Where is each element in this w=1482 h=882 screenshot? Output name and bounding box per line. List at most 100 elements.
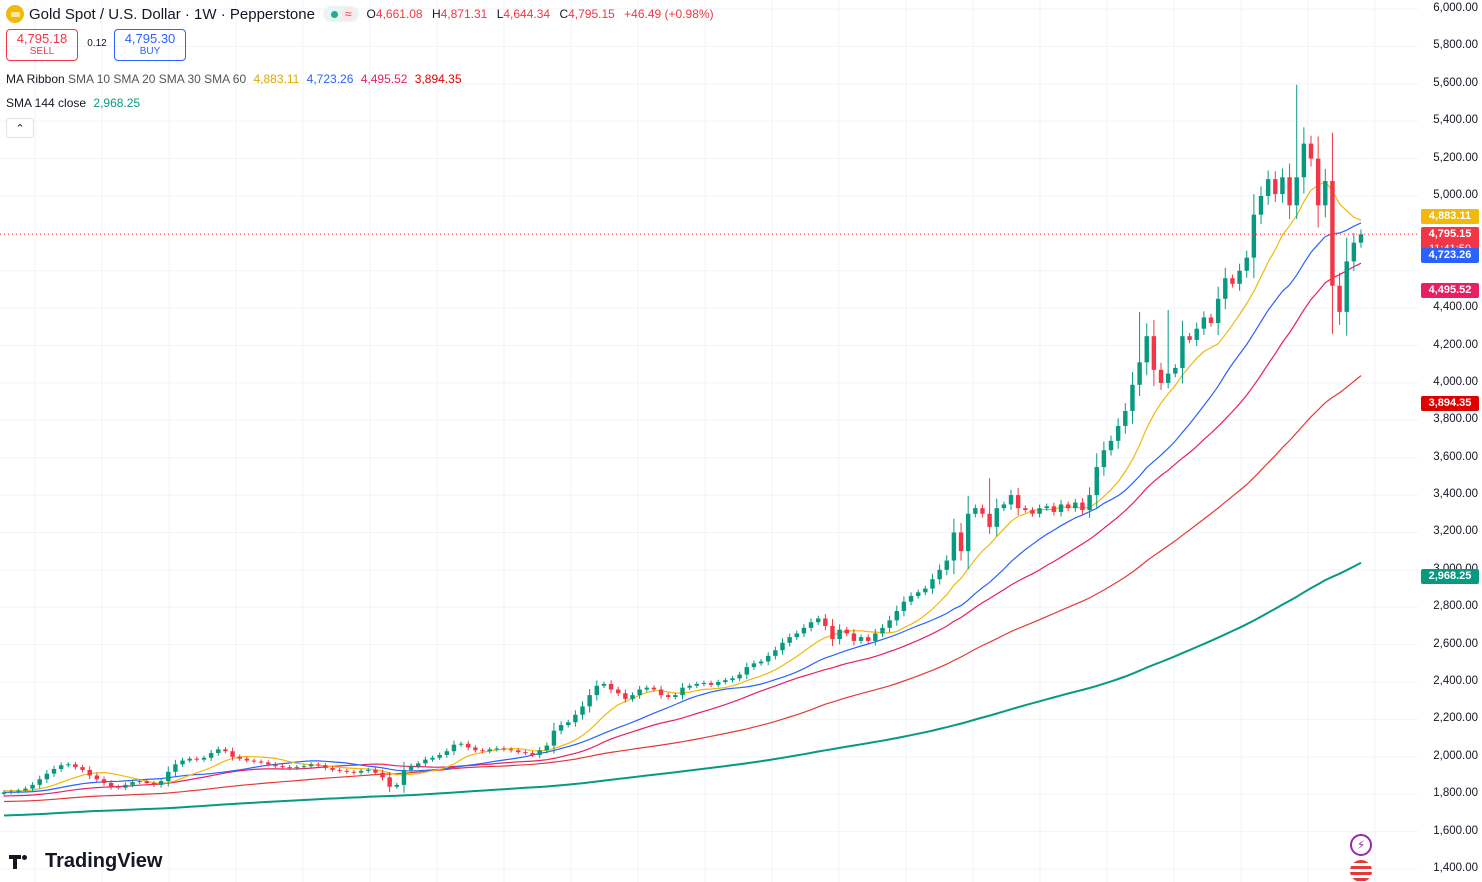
candle-body <box>1237 270 1242 284</box>
candle-body <box>823 618 828 626</box>
price-axis-tick: 2,200.00 <box>1433 712 1478 725</box>
candle-body <box>587 695 592 707</box>
candle-body <box>416 763 421 767</box>
candle-body <box>1330 181 1335 286</box>
candle-body <box>287 767 292 769</box>
price-badge: 2,968.25 <box>1421 568 1479 584</box>
candle-body <box>708 682 714 685</box>
candle-body <box>930 579 935 589</box>
candle-body <box>487 749 492 752</box>
candle-body <box>101 779 107 783</box>
candle-body <box>1308 143 1314 159</box>
candle-body <box>30 784 35 789</box>
candle-body <box>1123 410 1128 426</box>
candle-body <box>94 775 100 780</box>
sma144-legend[interactable]: SMA 144 close 2,968.25 <box>6 96 141 110</box>
candle-body <box>173 764 178 772</box>
candle-body <box>137 781 142 783</box>
candle-body <box>873 633 878 641</box>
ma-ribbon-legend[interactable]: MA Ribbon SMA 10 SMA 20 SMA 30 SMA 60 4,… <box>6 72 462 86</box>
price-badge: 4,883.11 <box>1421 208 1479 224</box>
candle-body <box>1173 367 1178 374</box>
candle-body <box>301 766 307 768</box>
price-axis-tick: 5,000.00 <box>1433 188 1478 201</box>
price-axis-tick: 4,400.00 <box>1433 301 1478 314</box>
candle-body <box>430 757 435 760</box>
candle-body <box>608 683 614 690</box>
candle-body <box>765 655 771 662</box>
buy-button[interactable]: 4,795.30 BUY <box>114 29 186 61</box>
candle-body <box>480 750 485 752</box>
candle-body <box>987 513 992 527</box>
candle-body <box>1301 143 1307 178</box>
us-flag-icon[interactable] <box>1350 860 1372 882</box>
candle-body <box>544 745 550 751</box>
candle-body <box>8 791 14 793</box>
candle-body <box>1030 510 1035 514</box>
candle-body <box>1115 425 1121 441</box>
candle-body <box>266 762 271 765</box>
candle-body <box>1008 495 1014 505</box>
candle-body <box>630 695 635 699</box>
spread-value: 0.12 <box>87 38 107 49</box>
candle-body <box>680 687 685 696</box>
candle-body <box>423 759 428 764</box>
sell-button[interactable]: 4,795.18 SELL <box>6 29 78 61</box>
collapse-legend-button[interactable]: ⌃ <box>6 118 34 138</box>
candle-body <box>780 642 785 651</box>
candle-body <box>37 779 42 785</box>
candle-body <box>616 689 621 694</box>
candle-body <box>280 766 285 768</box>
chart-header: Gold Spot / U.S. Dollar · 1W · Peppersto… <box>6 4 720 24</box>
market-open-icon <box>330 10 338 18</box>
price-axis-tick: 5,600.00 <box>1433 76 1478 89</box>
price-axis-tick: 2,400.00 <box>1433 675 1478 688</box>
candle-body <box>1094 467 1099 496</box>
candle-body <box>744 667 749 675</box>
price-axis-tick: 3,400.00 <box>1433 488 1478 501</box>
candle-body <box>880 627 885 634</box>
candle-body <box>1201 317 1207 329</box>
candle-body <box>437 754 442 758</box>
price-badge: 4,495.52 <box>1421 283 1479 299</box>
candle-body <box>330 768 335 770</box>
candle-body <box>558 725 564 731</box>
candle-body <box>373 769 378 773</box>
candle-body <box>201 757 207 760</box>
candle-body <box>66 764 71 766</box>
market-status[interactable]: ≈ <box>322 6 359 22</box>
candle-body <box>387 777 392 787</box>
tradingview-logo[interactable]: TradingView <box>9 850 162 873</box>
ma60-line <box>3 375 1362 803</box>
candle-body <box>251 760 257 762</box>
lightning-icon[interactable]: ⚡ <box>1350 834 1372 856</box>
candle-body <box>323 765 328 769</box>
candle-body <box>1137 362 1142 385</box>
candle-body <box>944 560 949 570</box>
symbol-title[interactable]: Gold Spot / U.S. Dollar · 1W · Peppersto… <box>29 5 315 23</box>
ma20-line <box>4 222 1362 793</box>
candle-body <box>694 683 699 686</box>
candle-body <box>401 769 407 785</box>
candle-body <box>787 637 792 643</box>
candle-body <box>573 714 578 723</box>
candle-body <box>908 596 914 602</box>
candle-body <box>308 764 314 767</box>
candle-body <box>1158 369 1164 383</box>
candle-body <box>973 508 978 514</box>
candle-body <box>1151 336 1157 370</box>
candle-body <box>444 751 450 755</box>
price-axis-tick: 1,600.00 <box>1433 824 1478 837</box>
chevron-up-icon: ⌃ <box>15 122 25 135</box>
candle-body <box>723 680 728 683</box>
candle-body <box>244 758 250 761</box>
candle-body <box>958 532 964 552</box>
candle-body <box>1080 502 1085 511</box>
price-axis-tick: 6,000.00 <box>1433 2 1478 14</box>
price-axis-tick: 5,200.00 <box>1433 151 1478 164</box>
candle-body <box>644 687 650 690</box>
candle-body <box>151 783 157 785</box>
candle-body <box>994 508 999 527</box>
candle-body <box>1051 506 1057 512</box>
